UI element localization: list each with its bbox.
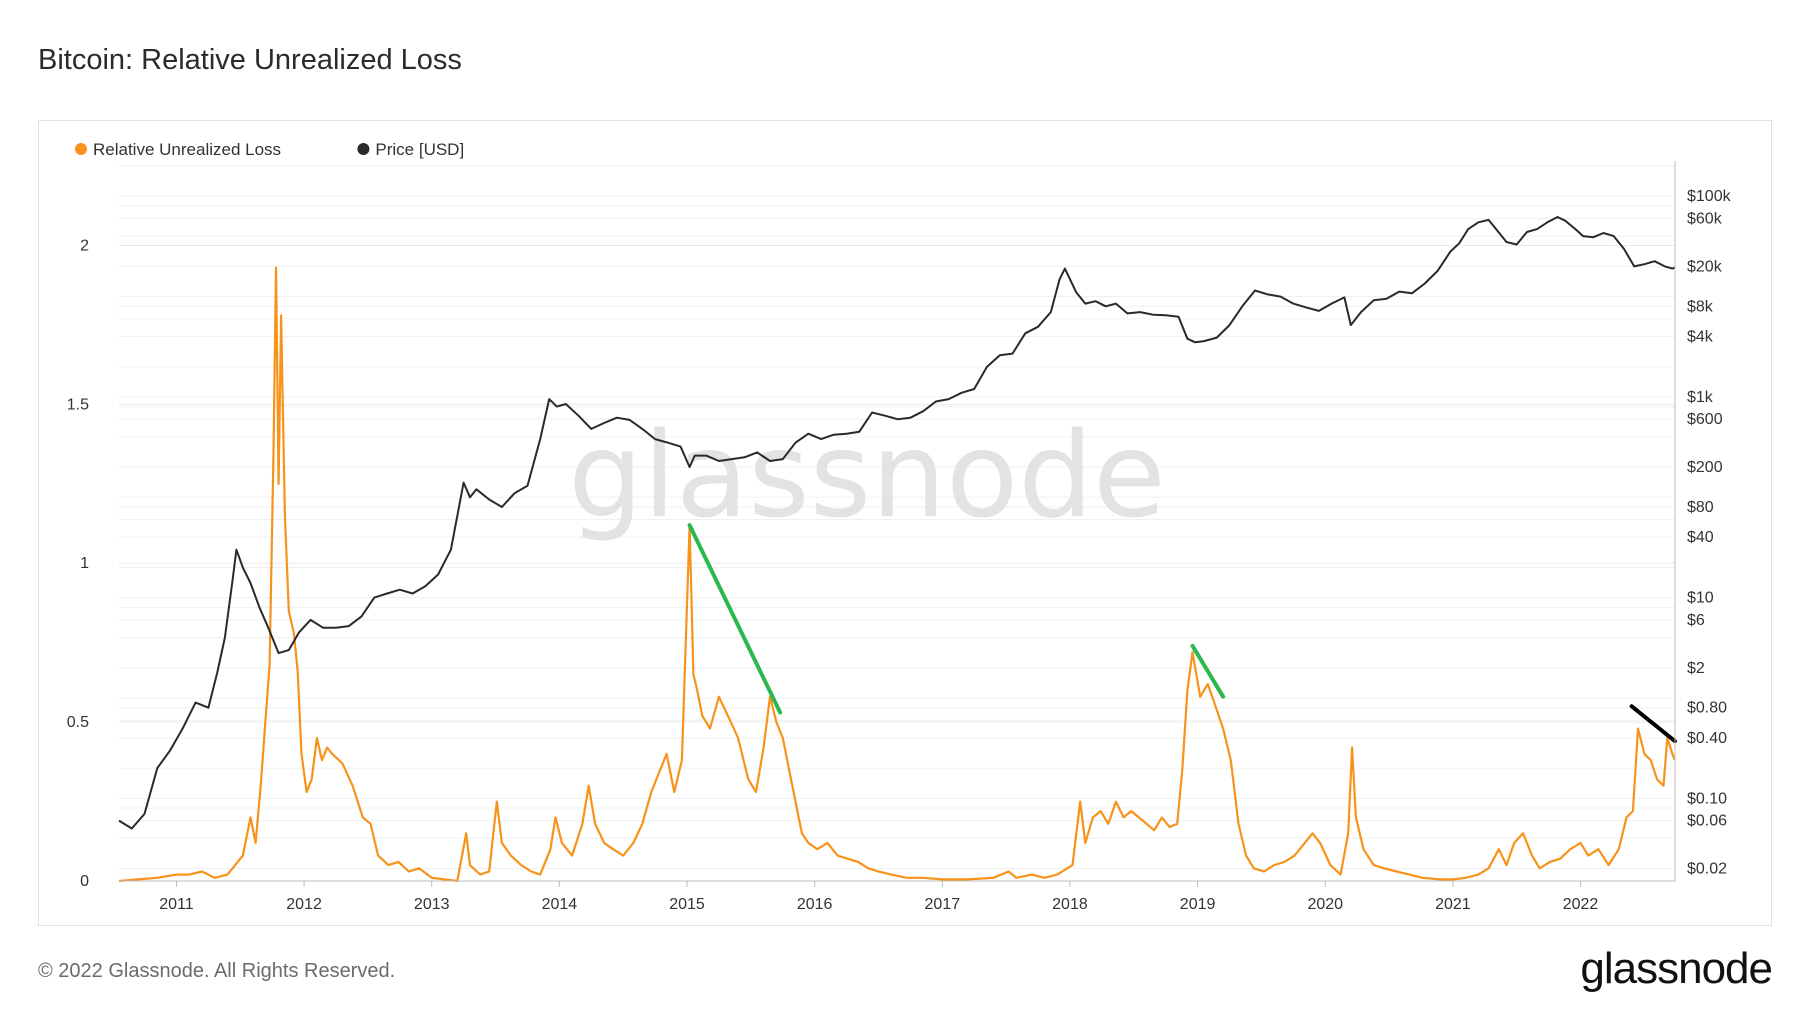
x-tick-label: 2015 [669,896,705,913]
legend-label: Price [USD] [375,140,464,159]
x-tick-label: 2022 [1563,896,1599,913]
y-right-tick-label: $100k [1687,188,1732,205]
x-tick-label: 2020 [1307,896,1343,913]
y-right-tick-label: $10 [1687,590,1714,607]
y-right-tick-label: $0.06 [1687,813,1727,830]
y-right-tick-label: $0.80 [1687,700,1727,717]
y-right-tick-label: $200 [1687,459,1723,476]
y-right-tick-label: $0.40 [1687,730,1727,747]
x-tick-label: 2019 [1180,896,1216,913]
y-right-tick-label: $0.02 [1687,860,1727,877]
grid-lines [119,165,1675,882]
plot-area [118,216,1677,883]
legend: Relative Unrealized Loss Price [USD] [75,140,464,159]
y-right-tick-label: $600 [1687,411,1723,428]
legend-marker [357,143,370,155]
watermark: glassnode [568,406,1165,544]
y-left-tick-label: 1.5 [67,396,89,413]
y-right-tick-label: $20k [1687,258,1723,275]
y-right-tick-label: $6 [1687,612,1705,629]
y-right-tick-label: $60k [1687,210,1723,227]
x-tick-label: 2014 [542,896,578,913]
legend-label: Relative Unrealized Loss [93,140,281,159]
trend-line [1629,704,1677,744]
y-right-tick-label: $40 [1687,529,1714,546]
y-left-tick-label: 0 [80,873,89,890]
copyright-footer: © 2022 Glassnode. All Rights Reserved. [38,960,396,982]
relative-unrealized-loss-line [118,266,1677,883]
glassnode-logo[interactable]: glassnode [1580,944,1773,993]
y-right-tick-label: $8k [1687,298,1714,315]
legend-marker [75,143,87,155]
y-left-tick-label: 1 [80,555,89,572]
x-tick-label: 2021 [1435,896,1471,913]
y-right-tick-label: $0.10 [1687,790,1727,807]
y-right-tick-label: $4k [1687,328,1714,345]
y-left-tick-label: 0.5 [67,714,89,731]
trend-line [687,523,783,715]
x-tick-label: 2016 [797,896,833,913]
y-right-tick-label: $80 [1687,499,1714,516]
x-tick-label: 2013 [414,896,450,913]
x-tick-label: 2012 [286,896,322,913]
page-title: Bitcoin: Relative Unrealized Loss [38,44,462,76]
y-right-tick-label: $2 [1687,660,1705,677]
y-right-tick-label: $1k [1687,389,1714,406]
price-line [118,216,1676,830]
trend-line [1190,643,1226,699]
y-left-tick-label: 2 [80,237,89,254]
x-tick-label: 2017 [925,896,961,913]
axes: 0 0.5 1 1.5 2 $100k $60k $20k $8k $4k $1k $600 $200 $… [67,161,1732,913]
chart-panel: glassnode 0 0.5 1 1.5 2 $100k $60k $20k $8k $4k $1… [38,120,1772,926]
x-tick-label: 2011 [159,896,194,913]
chart-svg: glassnode 0 0.5 1 1.5 2 $100k $60k $20k $8k $4k $1… [67,140,1732,913]
x-tick-label: 2018 [1052,896,1088,913]
